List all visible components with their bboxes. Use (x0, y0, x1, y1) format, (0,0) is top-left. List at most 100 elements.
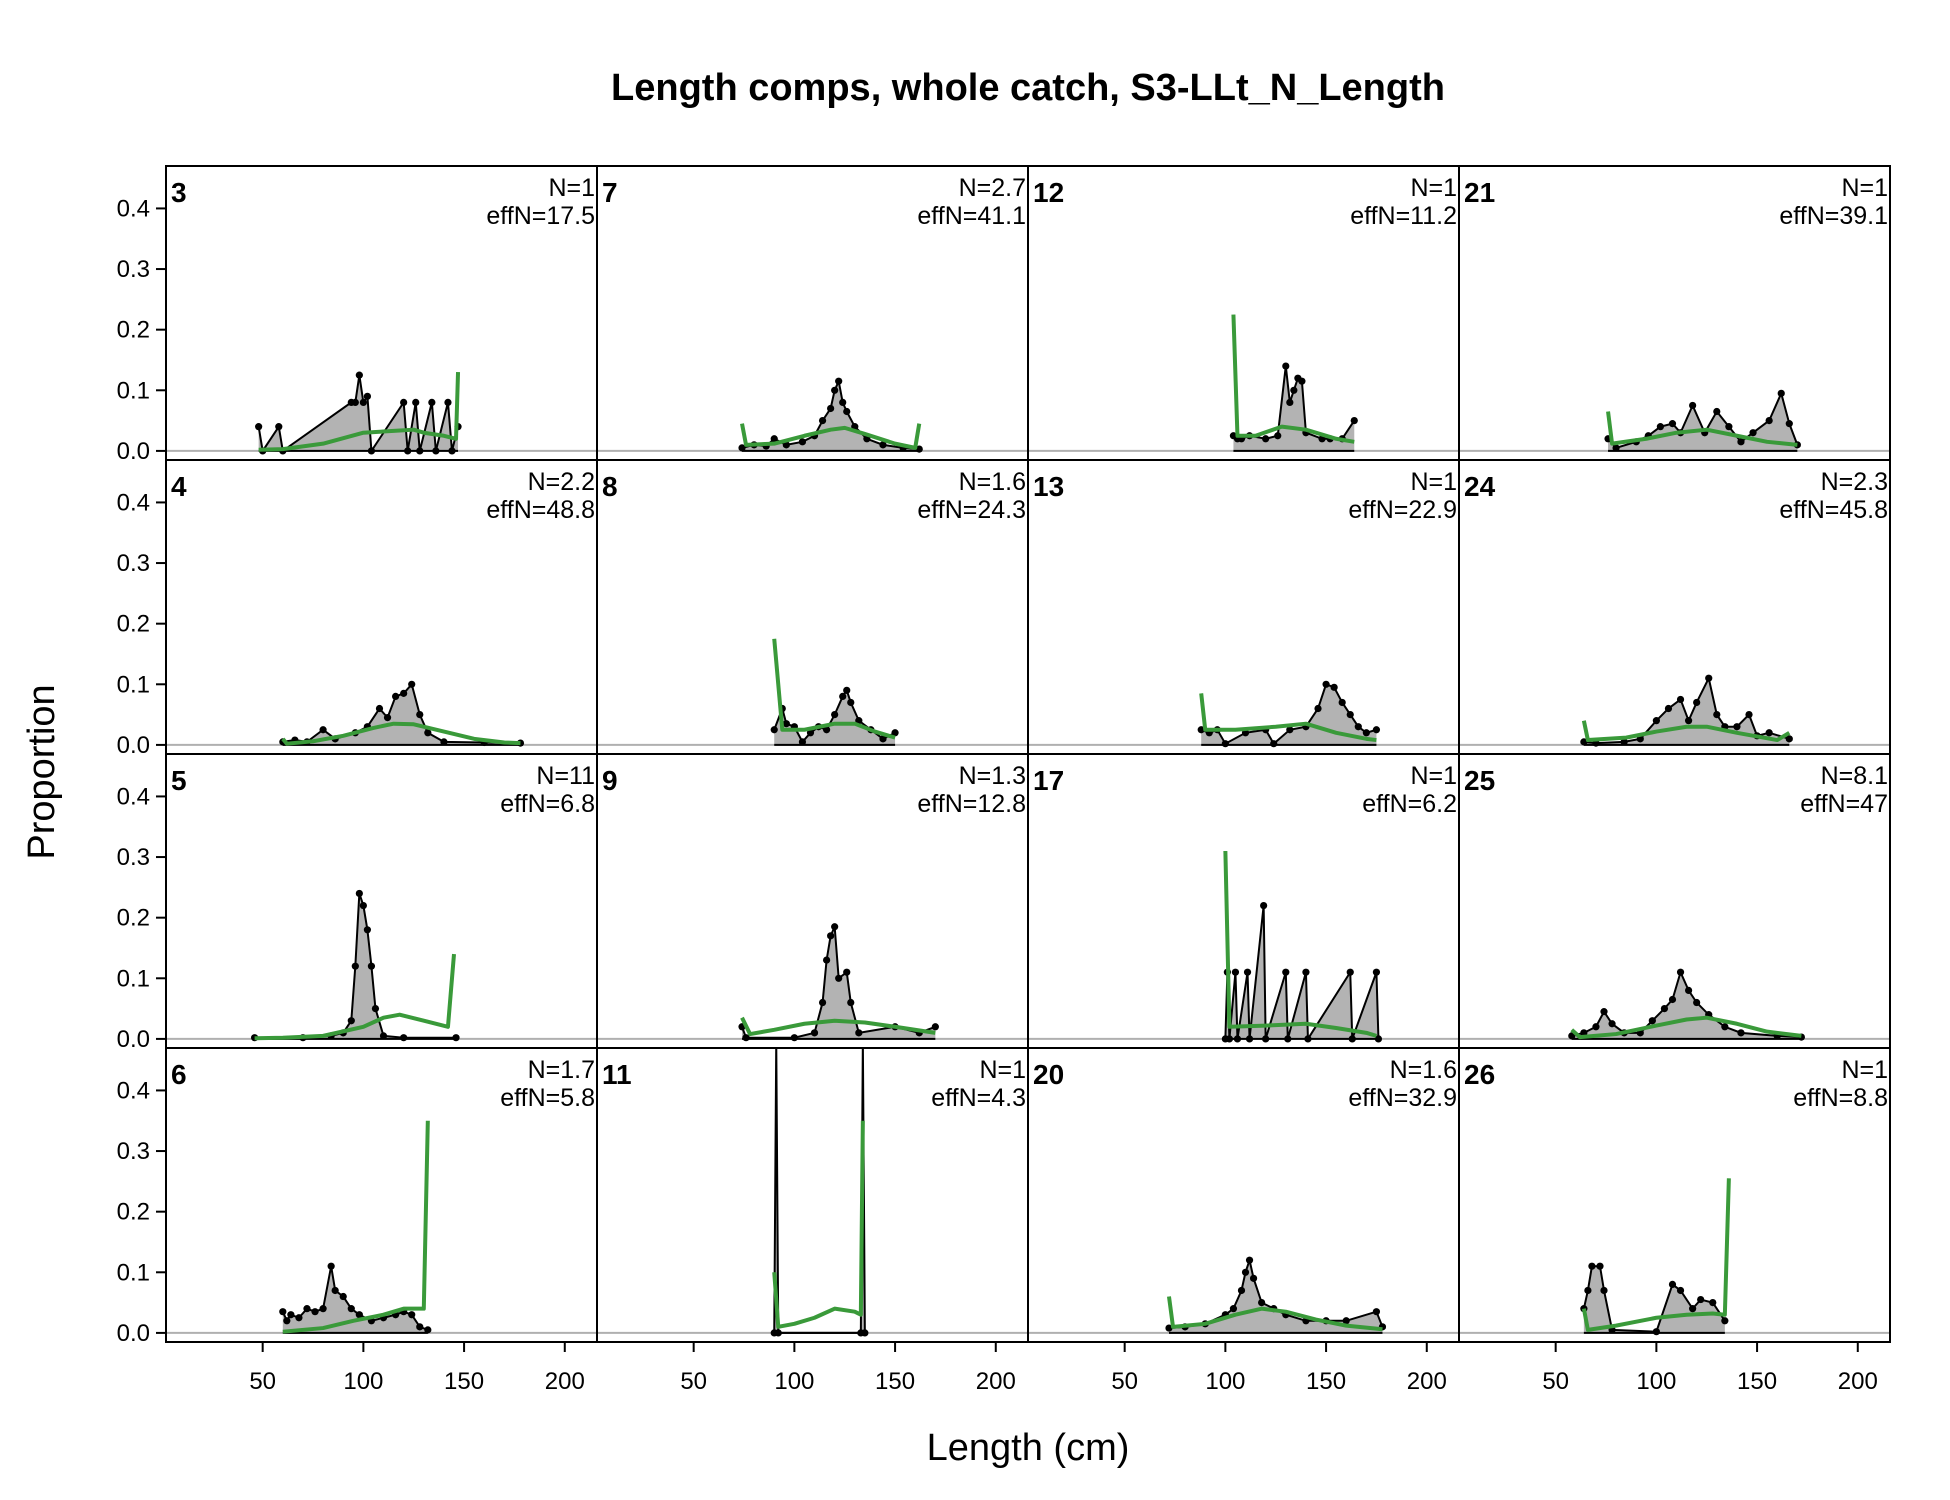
observed-point (1676, 968, 1685, 976)
observed-point (879, 735, 887, 743)
observed-area (282, 1266, 428, 1333)
observed-point (806, 729, 815, 737)
observed-point (831, 386, 839, 394)
observed-point (1721, 1317, 1729, 1325)
panel-label: 11 (602, 1059, 632, 1090)
observed-point (347, 1017, 355, 1025)
x-tick-label: 150 (1306, 1368, 1346, 1395)
observed-point (355, 371, 363, 379)
effn-label: effN=48.8 (486, 496, 595, 524)
observed-point (847, 998, 855, 1007)
observed-point (1286, 398, 1294, 407)
x-tick-label: 100 (1205, 1368, 1245, 1395)
observed-point (1713, 407, 1721, 416)
observed-point (1221, 740, 1229, 748)
observed-point (1282, 362, 1290, 370)
observed-point (416, 1323, 424, 1331)
observed-point (1362, 729, 1370, 737)
n-label: N=11 (536, 762, 595, 790)
observed-point (1284, 1035, 1292, 1043)
effn-label: effN=5.8 (500, 1084, 595, 1112)
x-tick-label: 50 (249, 1368, 276, 1395)
n-label: N=1.7 (528, 1056, 595, 1084)
observed-point (1785, 735, 1793, 743)
observed-point (1612, 444, 1620, 452)
panel-plot-area (597, 1048, 1028, 1337)
observed-point (1231, 968, 1240, 976)
expected-line (740, 423, 922, 450)
observed-point (355, 889, 363, 898)
observed-point (351, 398, 359, 407)
observed-point (1241, 1268, 1250, 1276)
n-label: N=8.1 (1821, 762, 1888, 790)
expected-line (1581, 720, 1791, 743)
observed-point (790, 1034, 798, 1042)
observed-point (311, 1308, 319, 1316)
observed-point (1286, 726, 1294, 734)
observed-point (931, 1023, 939, 1031)
x-tick-label: 50 (1542, 1368, 1569, 1395)
y-tick-label: 0.2 (117, 611, 150, 638)
observed-point (1262, 1035, 1270, 1043)
observed-point (1713, 710, 1721, 719)
n-label: N=1 (1841, 174, 1888, 202)
observed-point (255, 423, 263, 431)
observed-line (773, 688, 896, 744)
observed-point (843, 407, 851, 416)
panel-label: 7 (602, 177, 618, 208)
observed-point (1608, 1020, 1616, 1028)
observed-point (738, 444, 746, 452)
observed-point (1233, 1035, 1242, 1043)
effn-label: effN=11.2 (1350, 202, 1457, 230)
effn-label: effN=39.1 (1779, 202, 1888, 230)
effn-label: effN=22.9 (1348, 496, 1457, 524)
observed-point (1668, 420, 1677, 428)
observed-point (770, 435, 778, 443)
panel-plot-area (166, 889, 597, 1042)
n-label: N=1.6 (959, 468, 1026, 496)
observed-point (1676, 1286, 1685, 1295)
observed-point (798, 438, 807, 446)
observed-point (1314, 704, 1322, 713)
observed-point (1684, 717, 1693, 725)
y-tick-label: 0.0 (117, 732, 150, 759)
panel-plot-area (166, 1120, 597, 1334)
x-tick-label: 100 (1636, 1368, 1676, 1395)
observed-point (915, 445, 923, 453)
observed-point (1765, 416, 1773, 425)
panel-label: 5 (171, 765, 187, 796)
observed-point (1229, 1305, 1238, 1313)
observed-point (782, 441, 790, 449)
y-tick-label: 0.4 (117, 1077, 150, 1104)
n-label: N=1.3 (959, 762, 1026, 790)
panel-label: 8 (602, 471, 618, 502)
observed-area (254, 893, 457, 1039)
y-tick-label: 0.4 (117, 195, 150, 222)
observed-area (1233, 366, 1355, 451)
observed-point (347, 1305, 355, 1313)
observed-point (774, 1329, 782, 1337)
observed-point (1737, 1029, 1745, 1037)
x-tick-label: 200 (976, 1368, 1016, 1395)
observed-point (1689, 401, 1697, 410)
observed-point (1270, 740, 1278, 748)
observed-point (1737, 438, 1745, 446)
effn-label: effN=17.5 (486, 202, 595, 230)
observed-point (831, 923, 839, 931)
observed-point (1243, 968, 1252, 976)
y-tick-label: 0.0 (117, 438, 150, 465)
observed-point (1282, 968, 1290, 976)
panel-plot-area (1459, 389, 1890, 452)
observed-point (835, 974, 843, 982)
observed-point (1668, 1280, 1677, 1289)
expected-line (740, 1016, 936, 1037)
